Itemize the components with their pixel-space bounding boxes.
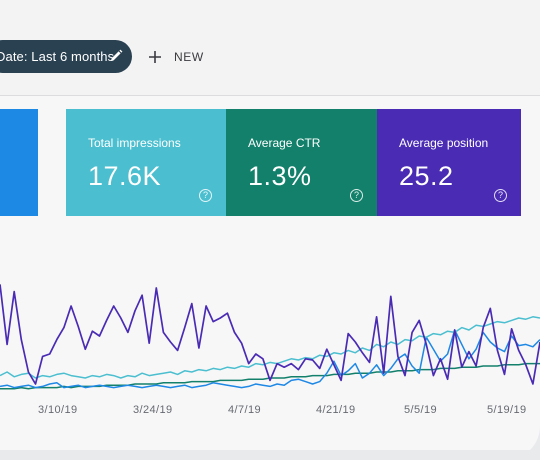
help-icon[interactable]: ? bbox=[199, 189, 212, 202]
series-line bbox=[0, 284, 540, 385]
metric-value: 17.6K bbox=[88, 161, 162, 191]
x-tick-label: 3/10/19 bbox=[38, 404, 78, 416]
series-line bbox=[0, 316, 540, 379]
metric-value: 1.3% bbox=[248, 161, 312, 191]
x-tick-label: 4/21/19 bbox=[316, 404, 356, 416]
toolbar: Date: Last 6 months NEW bbox=[0, 0, 540, 95]
x-tick-label: 5/19/19 bbox=[487, 404, 527, 416]
total-clicks-card[interactable] bbox=[0, 109, 38, 216]
new-button-label: NEW bbox=[174, 50, 204, 64]
total-impressions-card[interactable]: Total impressions 17.6K ? bbox=[66, 109, 226, 216]
metric-label: Average CTR bbox=[248, 136, 321, 150]
new-filter-button[interactable]: NEW bbox=[148, 47, 204, 67]
date-filter-chip[interactable]: Date: Last 6 months bbox=[0, 40, 132, 73]
date-filter-label: Date: Last 6 months bbox=[0, 49, 115, 64]
metric-value: 25.2 bbox=[399, 161, 454, 191]
x-tick-label: 4/7/19 bbox=[228, 404, 261, 416]
series-line bbox=[0, 329, 540, 389]
pencil-icon[interactable] bbox=[108, 48, 124, 64]
toolbar-divider bbox=[0, 95, 540, 96]
series-line bbox=[0, 362, 540, 390]
metric-label: Average position bbox=[399, 136, 489, 150]
help-icon[interactable]: ? bbox=[350, 189, 363, 202]
average-ctr-card[interactable]: Average CTR 1.3% ? bbox=[226, 109, 377, 216]
plus-icon bbox=[149, 51, 161, 63]
metric-label: Total impressions bbox=[88, 136, 181, 150]
x-tick-label: 3/24/19 bbox=[133, 404, 173, 416]
screen-bottom-edge bbox=[0, 450, 540, 460]
x-tick-label: 5/5/19 bbox=[404, 404, 437, 416]
performance-chart bbox=[0, 284, 540, 390]
average-position-card[interactable]: Average position 25.2 ? bbox=[377, 109, 521, 216]
help-icon[interactable]: ? bbox=[494, 189, 507, 202]
